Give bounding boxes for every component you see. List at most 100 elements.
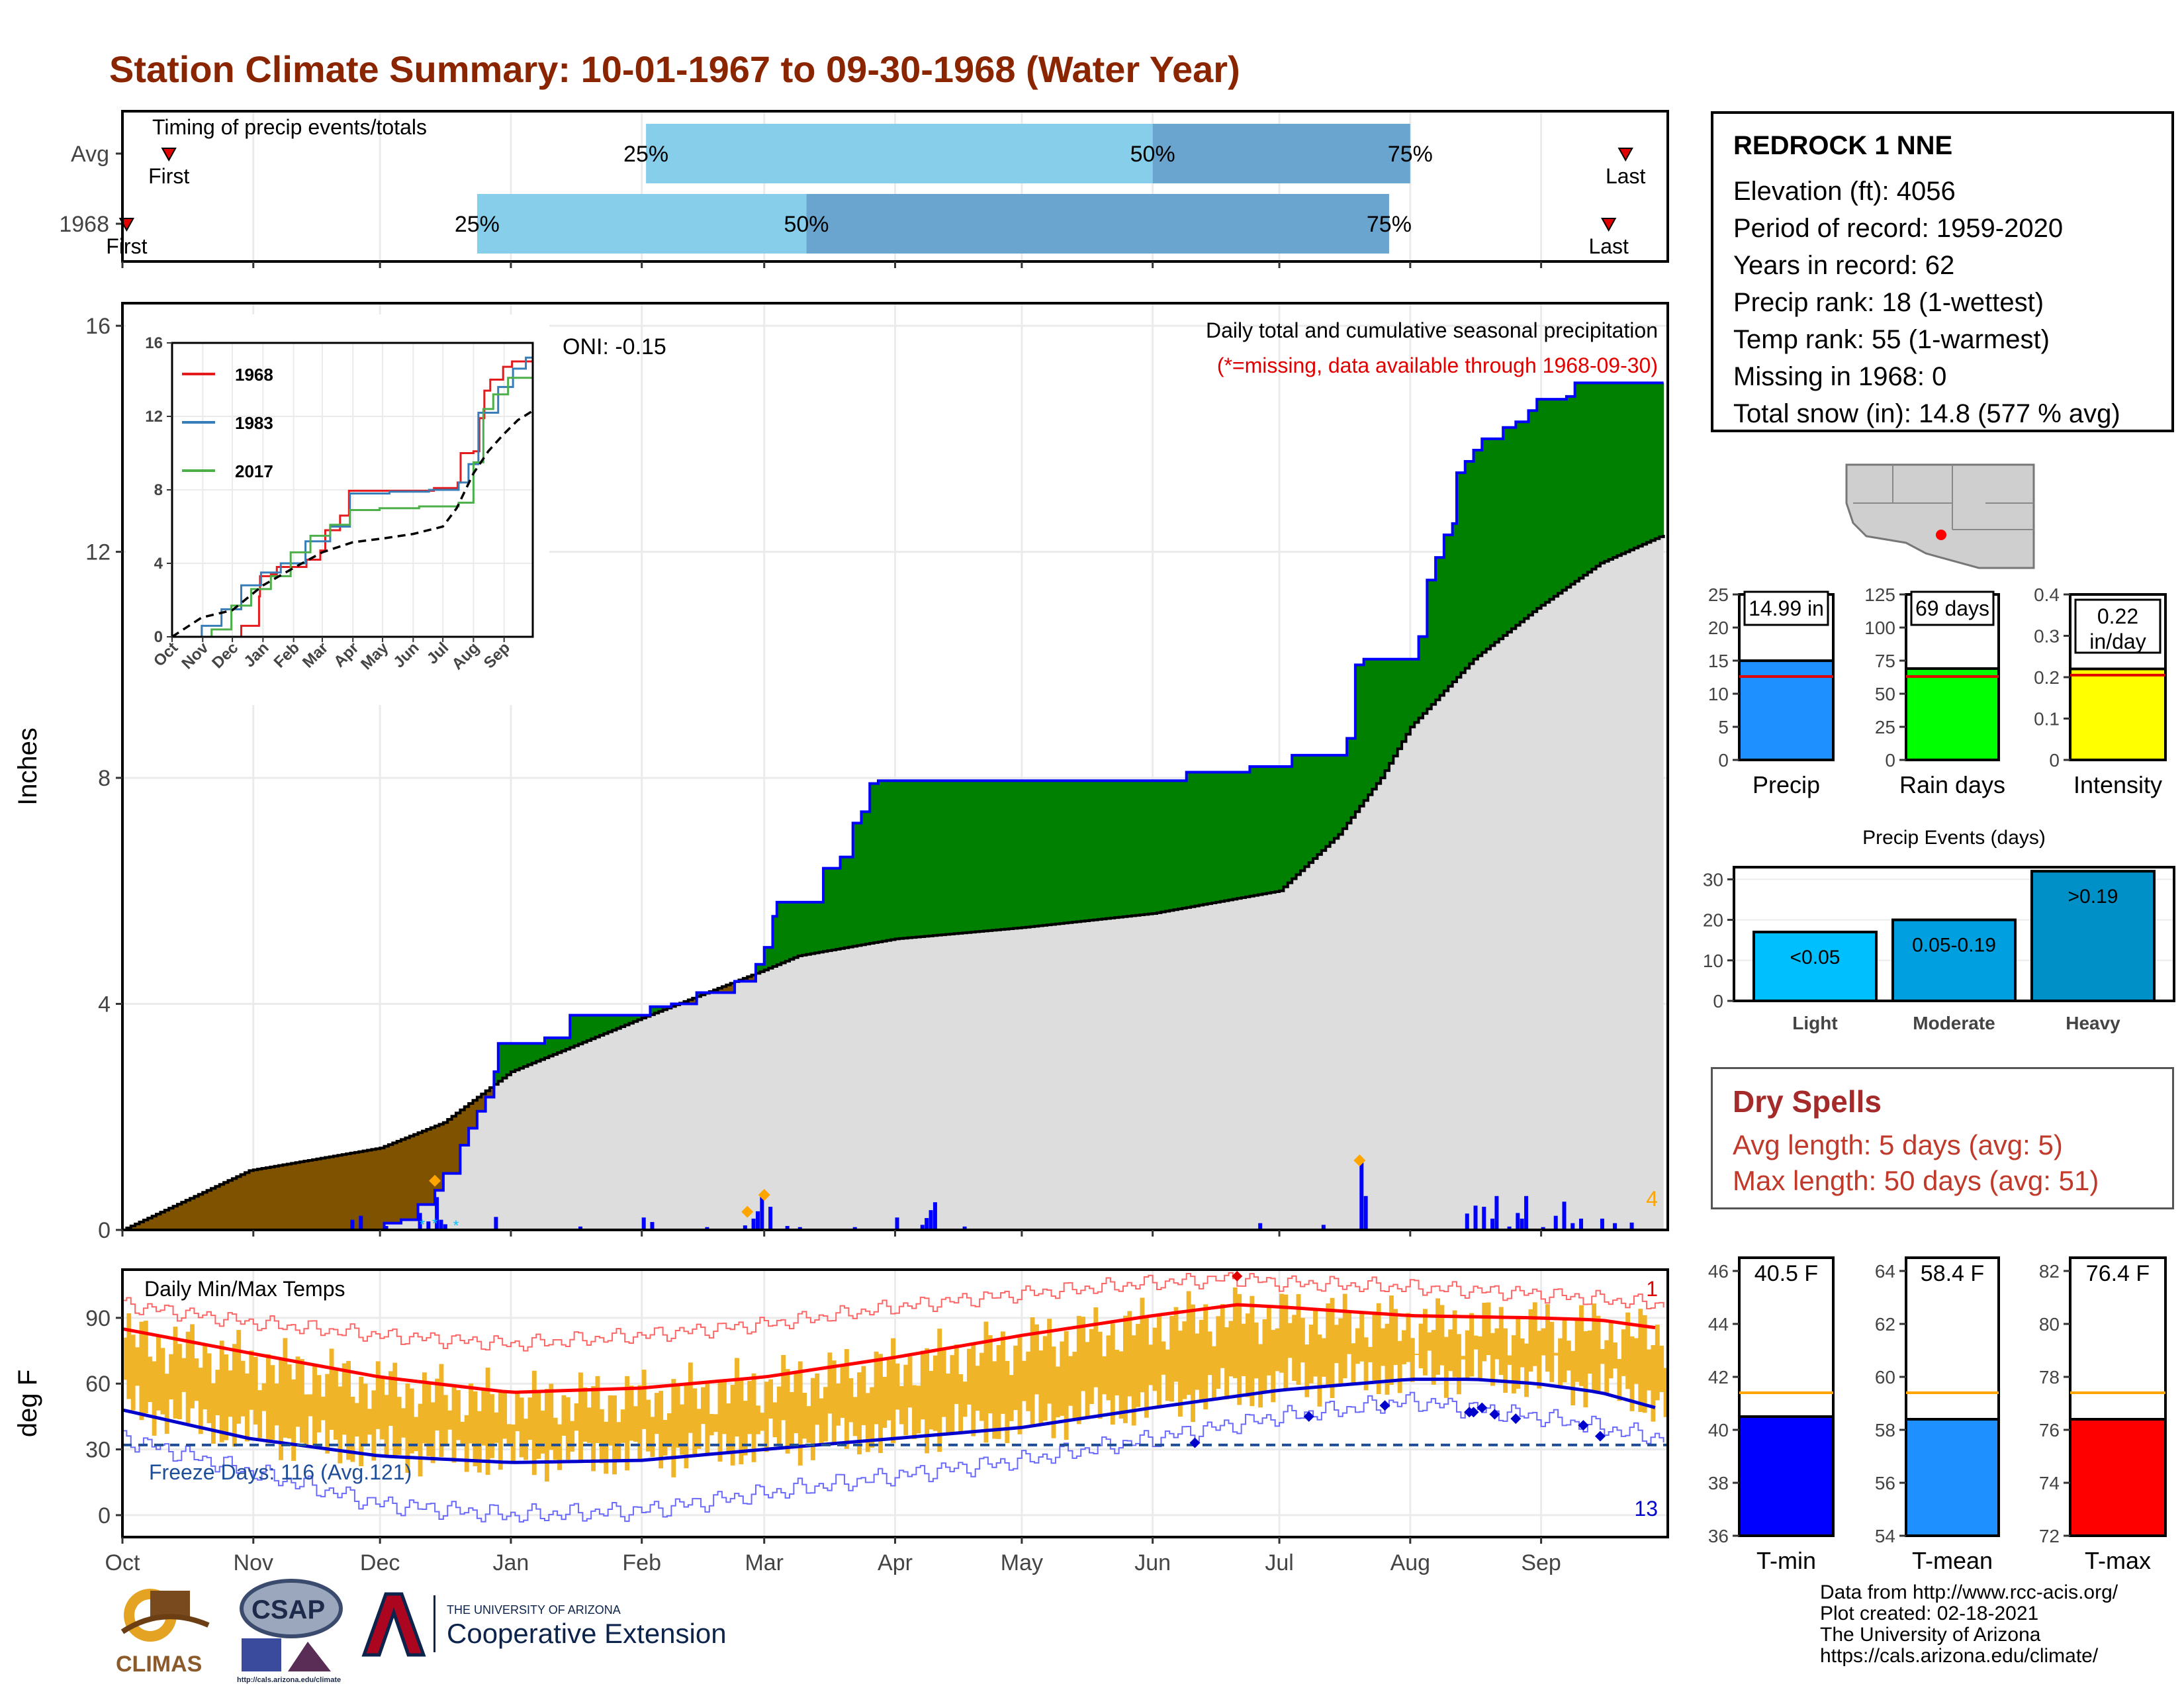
summary-intensity-ytick-label: 0.1	[2034, 709, 2060, 729]
daily-temp-bar	[1207, 1331, 1212, 1376]
temps-xtick-label: May	[1001, 1550, 1043, 1575]
surplus-day	[565, 1037, 570, 1049]
surplus-day	[1490, 438, 1496, 646]
daily-precip-bar	[895, 1217, 899, 1230]
surplus-day	[1359, 665, 1365, 806]
surplus-day	[895, 780, 900, 939]
daily-precip-bar	[1541, 1227, 1545, 1230]
daily-temp-bar	[384, 1395, 389, 1456]
daily-temp-bar	[1338, 1318, 1343, 1385]
surplus-day	[1528, 410, 1533, 616]
deficit-day	[173, 1206, 178, 1230]
daily-temp-bar	[1060, 1341, 1065, 1416]
daily-temp-bar	[1342, 1293, 1347, 1379]
inset-line-1983	[172, 343, 534, 638]
daily-temp-bar	[185, 1331, 191, 1423]
daily-precip-bar	[1473, 1205, 1478, 1230]
deficit-day	[169, 1208, 174, 1230]
daily-temp-bar	[392, 1362, 398, 1456]
max-precip-marker	[758, 1189, 770, 1201]
daily-temp-bar	[1034, 1324, 1039, 1395]
timing-quartile-label: 25%	[455, 212, 500, 237]
daily-temp-bar	[1435, 1298, 1440, 1375]
deficit-day	[401, 1139, 406, 1220]
summary-raindays-ytick-label: 100	[1864, 618, 1895, 638]
daily-temp-bar	[755, 1405, 760, 1434]
info-snow: Total snow (in): 14.8 (577 % avg)	[1733, 399, 2120, 428]
daily-temp-bar	[1148, 1344, 1154, 1385]
deficit-day	[274, 1166, 279, 1230]
daily-temp-bar	[320, 1396, 326, 1421]
daily-temp-bar	[1047, 1319, 1052, 1404]
deficit-day	[210, 1188, 216, 1230]
record-min-marker	[1578, 1420, 1589, 1431]
surplus-day	[920, 780, 925, 937]
deficit-day	[203, 1192, 208, 1230]
surplus-day	[929, 780, 934, 936]
daily-temp-bar	[1414, 1353, 1420, 1355]
temp-tmean-bar	[1905, 1418, 2000, 1537]
daily-temp-bar	[1363, 1337, 1369, 1391]
daily-temp-bar	[1592, 1303, 1597, 1392]
surplus-day	[1592, 383, 1597, 569]
temp-tmax-ytick-label: 72	[2039, 1526, 2060, 1546]
deficit-day	[308, 1160, 313, 1230]
surplus-day	[599, 1015, 604, 1036]
daily-temp-bar	[1418, 1323, 1424, 1369]
surplus-day	[1558, 399, 1563, 594]
surplus-day	[776, 902, 782, 965]
daily-temp-bar	[848, 1378, 854, 1423]
daily-temp-bar	[1604, 1340, 1610, 1394]
temps-ytick-label: 30	[85, 1438, 111, 1463]
daily-temp-bar	[388, 1371, 393, 1426]
surplus-day	[768, 947, 774, 968]
deficit-day	[451, 1116, 457, 1174]
daily-temp-bar	[287, 1364, 292, 1438]
surplus-day	[1477, 449, 1482, 656]
events-ytick-label: 20	[1703, 910, 1723, 931]
surplus-day	[1131, 780, 1136, 916]
daily-temp-bar	[439, 1364, 444, 1457]
daily-temp-bar	[882, 1376, 887, 1428]
daily-temp-bar	[1026, 1351, 1031, 1411]
deficit-day	[295, 1162, 300, 1230]
daily-precip-bar	[1613, 1223, 1617, 1230]
precip-max-count: 4	[1646, 1187, 1658, 1211]
daily-temp-bar	[506, 1424, 512, 1444]
deficit-day	[367, 1150, 373, 1230]
daily-temp-bar	[717, 1380, 723, 1462]
surplus-day	[1216, 772, 1221, 902]
daily-precip-bar	[1570, 1223, 1575, 1230]
surplus-day	[506, 1043, 512, 1075]
temps-xtick-label: Sep	[1521, 1550, 1561, 1575]
daily-temp-bar	[1313, 1309, 1318, 1377]
surplus-day	[1410, 659, 1415, 727]
daily-temp-bar	[181, 1358, 187, 1392]
daily-temp-bar	[173, 1327, 178, 1419]
daily-temp-bar	[430, 1402, 435, 1464]
daily-precip-bar	[962, 1226, 967, 1230]
daily-temp-bar	[586, 1407, 592, 1443]
surplus-day	[1110, 780, 1115, 918]
daily-temp-bar	[1157, 1314, 1161, 1407]
surplus-day	[1253, 767, 1259, 896]
surplus-day	[1017, 780, 1023, 928]
daily-temp-bar	[561, 1395, 567, 1436]
daily-temp-bar	[409, 1388, 414, 1454]
daily-temp-bar	[1093, 1307, 1099, 1387]
surplus-day	[1633, 383, 1639, 548]
surplus-day	[527, 1043, 533, 1065]
surplus-day	[1081, 780, 1086, 921]
last-marker	[1600, 218, 1617, 232]
surplus-day	[1326, 755, 1331, 847]
daily-temp-bar	[490, 1394, 494, 1458]
daily-precip-bar	[426, 1221, 431, 1230]
daily-temp-bar	[198, 1368, 203, 1434]
surplus-day	[1144, 780, 1149, 915]
surplus-day	[1516, 422, 1521, 626]
temp-tmean-ytick-label: 60	[1875, 1367, 1895, 1387]
daily-temp-bar	[1461, 1356, 1466, 1360]
daily-temp-bar	[527, 1397, 533, 1440]
daily-temp-bar	[1659, 1345, 1664, 1392]
daily-temp-bar	[1321, 1338, 1326, 1377]
